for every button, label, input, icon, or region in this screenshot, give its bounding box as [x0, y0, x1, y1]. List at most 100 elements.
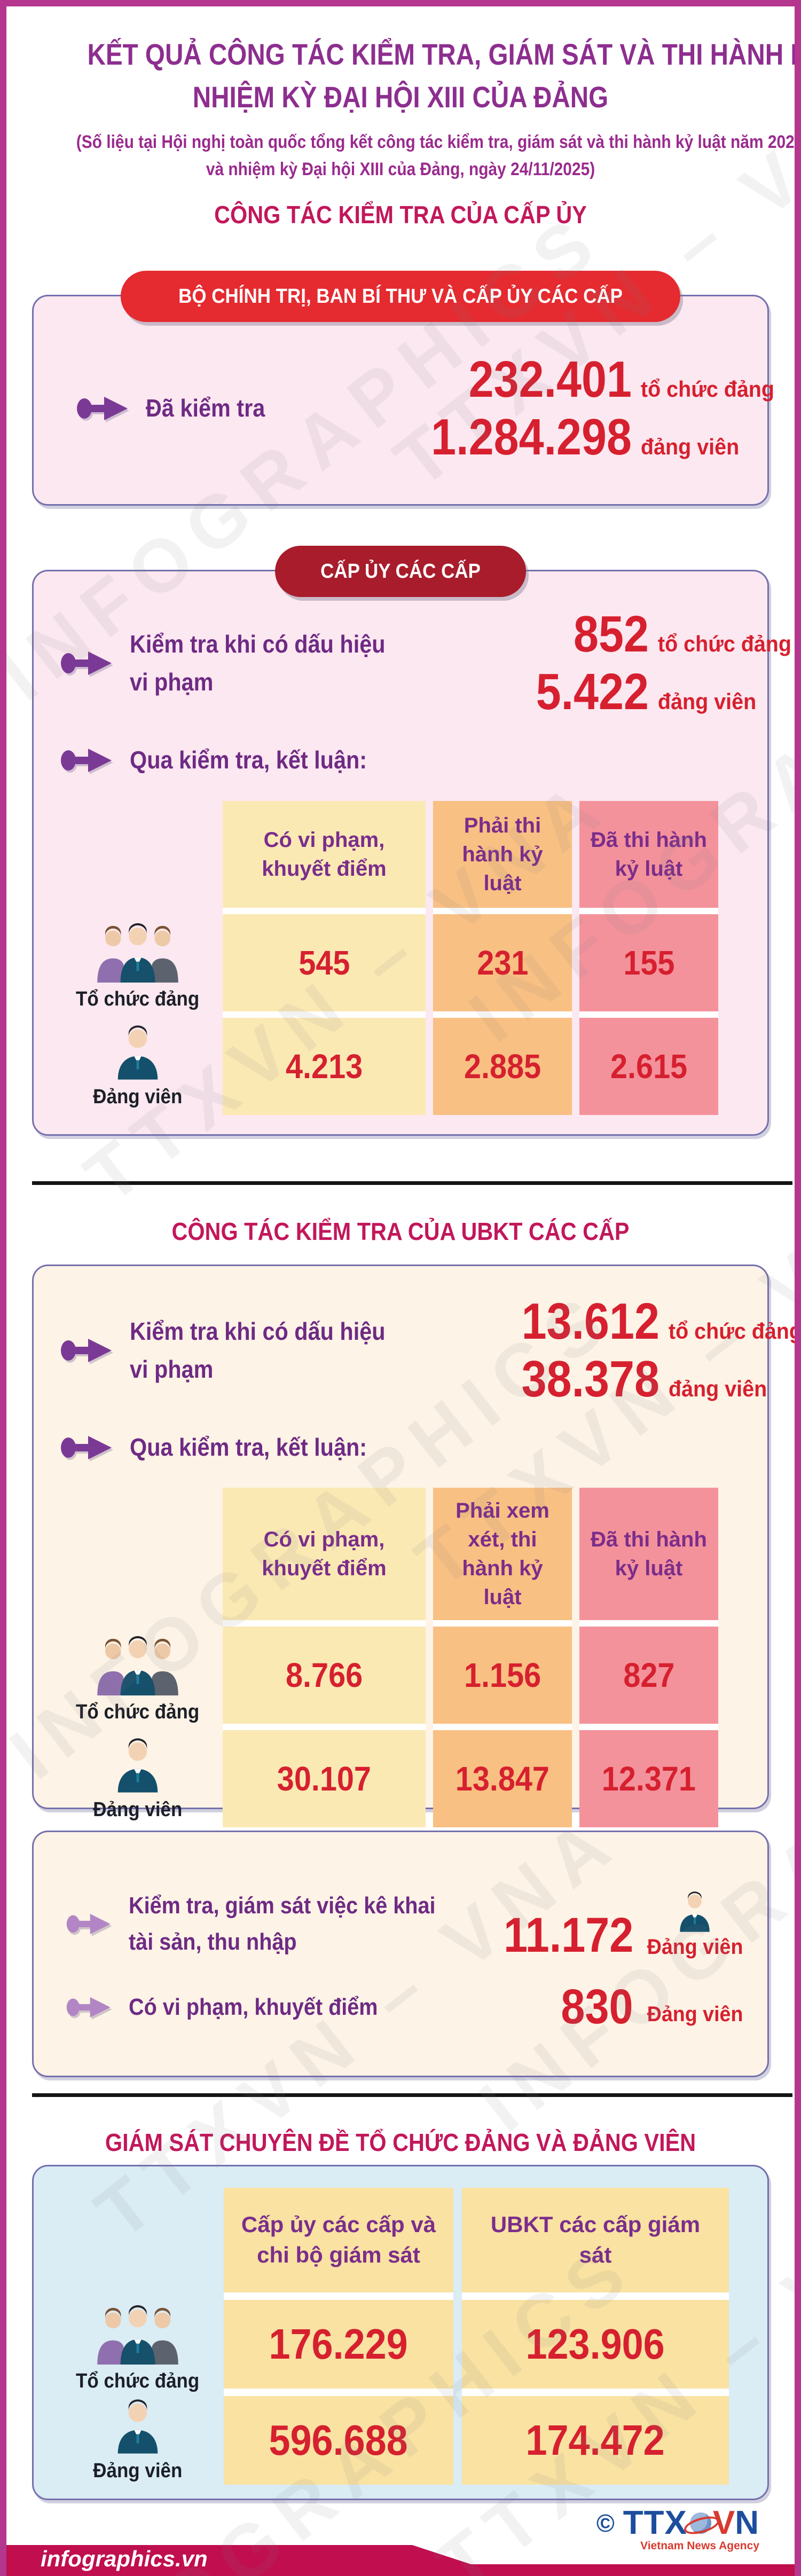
vi-pham-label: Có vi phạm, khuyết điểm [129, 1994, 378, 2021]
logo-n-text: N [735, 2504, 759, 2541]
vi-pham-stat: 830 Đảng viên [551, 1980, 746, 2035]
arrow-bullet-icon [61, 749, 112, 773]
subtitle-line1: (Số liệu tại Hội nghị toàn quốc tổng kết… [76, 131, 801, 152]
dau-hieu-label: Kiểm tra khi có dấu hiệu vi phạm [130, 630, 386, 696]
card-bo-chinh-tri: BỘ CHÍNH TRỊ, BAN BÍ THƯ VÀ CẤP ỦY CÁC C… [32, 271, 774, 506]
badge-label: CẤP ỦY CÁC CẤP [320, 560, 481, 583]
stat-to-chuc-dang: 852 tổ chức đảng [414, 606, 795, 663]
card-cap-uy: CẤP ỦY CÁC CẤP Kiểm tra khi có dấu hiệu … [32, 546, 791, 1136]
cell: 231 [433, 914, 572, 1018]
row-label-dang-vien: Đảng viên [60, 2396, 215, 2485]
dau-hieu-lead: Kiểm tra khi có dấu hiệu vi phạm [60, 625, 414, 702]
page-title-line2: NHIỆM KỲ ĐẠI HỘI XIII CỦA ĐẢNG [192, 80, 609, 114]
stat-dang-vien: 5.422 đảng viên [414, 663, 795, 721]
row-label-dang-vien: Đảng viên [60, 1018, 215, 1115]
row-label-text: Tổ chức đảng [76, 988, 200, 1011]
table-corner [60, 801, 215, 914]
col-header-co-vi-pham: Có vi phạm, khuyết điểm [223, 1488, 426, 1627]
stat-dang-vien: 1.284.298 đảng viên [354, 408, 792, 466]
col-header-phai-xem-xet: Phải xem xét, thi hành kỷ luật [433, 1488, 572, 1627]
cell: 13.847 [433, 1730, 572, 1828]
dau-hieu-row: Kiểm tra khi có dấu hiệu vi phạm 852 tổ … [60, 609, 791, 718]
stat-dang-vien: 38.378 đảng viên [414, 1350, 795, 1408]
party-member-icon [117, 1025, 158, 1080]
badge-bo-chinh-tri: BỘ CHÍNH TRỊ, BAN BÍ THƯ VÀ CẤP ỦY CÁC C… [120, 271, 681, 323]
arrow-bullet-icon [66, 1914, 111, 1935]
ke-khai-lead: Kiểm tra, giám sát việc kê khai tài sản,… [66, 1888, 469, 1960]
cell: 4.213 [223, 1017, 426, 1115]
dau-hieu-label: Kiểm tra khi có dấu hiệu vi phạm [130, 1317, 386, 1383]
stat-to-chuc-dang: 13.612 tổ chức đảng [414, 1292, 801, 1350]
stat-value: 1.284.298 [431, 408, 632, 466]
subtitle-line2: và nhiệm kỳ Đại hội XIII của Đảng, ngày … [206, 159, 595, 179]
col-header-ubkt-giam-sat: UBKT các cấp giám sát [462, 2187, 729, 2300]
cell: 174.472 [462, 2396, 729, 2485]
card-giam-sat: Cấp ủy các cấp và chi bộ giám sát UBKT c… [32, 2164, 769, 2500]
dau-hieu-row: Kiểm tra khi có dấu hiệu vi phạm 13.612 … [60, 1295, 795, 1405]
col-header-da-thi-hanh: Đã thi hành kỷ luật [579, 1488, 718, 1627]
cell: 8.766 [223, 1627, 426, 1731]
stat-unit: tổ chức đảng [640, 376, 775, 402]
stat-value: 13.612 [521, 1292, 659, 1350]
party-org-icon [97, 2305, 178, 2365]
row-label-to-chuc-dang: Tổ chức đảng [60, 914, 215, 1018]
da-kiem-tra-row: Đã kiểm tra [76, 389, 354, 427]
party-org-icon [97, 923, 178, 983]
footer-site-label: infographics.vn [41, 2546, 208, 2571]
stat-value: 11.172 [503, 1908, 633, 1963]
capuy-results-table: Có vi phạm, khuyết điểm Phải thi hành kỷ… [60, 800, 746, 1115]
stat-value: 852 [573, 606, 649, 663]
cell: 545 [223, 914, 426, 1018]
logo-ttx-text: TTX [623, 2504, 687, 2541]
stat-unit-group: Đảng viên [644, 1889, 746, 1959]
cell: 155 [579, 914, 718, 1018]
card-ke-khai: Kiểm tra, giám sát việc kê khai tài sản,… [32, 1830, 769, 2077]
section-title-ubkt: CÔNG TÁC KIỂM TRA CỦA UBKT CÁC CẤP [171, 1218, 630, 1246]
stat-unit: Đảng viên [647, 2002, 743, 2026]
capuy-stats: 852 tổ chức đảng 5.422 đảng viên [414, 606, 795, 721]
agency-logo-line: © TTX V N [596, 2504, 759, 2542]
party-member-icon [117, 1738, 158, 1793]
vi-pham-row: Có vi phạm, khuyết điểm 830 Đảng viên [66, 1980, 746, 2035]
section-title-giam-sat: GIÁM SÁT CHUYÊN ĐỀ TỔ CHỨC ĐẢNG VÀ ĐẢNG … [105, 2128, 696, 2156]
da-kiem-tra-label: Đã kiểm tra [146, 394, 265, 422]
ubkt-stats: 13.612 tổ chức đảng 38.378 đảng viên [414, 1292, 801, 1408]
qua-kiem-tra-row: Qua kiểm tra, kết luận: [60, 741, 746, 779]
stat-value: 5.422 [536, 663, 649, 721]
col-header-cap-uy-giam-sat: Cấp ủy các cấp và chi bộ giám sát [224, 2187, 453, 2300]
stat-unit: đảng viên [657, 689, 756, 714]
stat-unit: đảng viên [668, 1376, 767, 1401]
cell: 1.156 [433, 1627, 572, 1731]
col-header-phai-thi-hanh: Phải thi hành kỷ luật [433, 800, 572, 914]
arrow-bullet-icon [77, 396, 128, 420]
stat-value: 232.401 [468, 350, 632, 408]
row-label-dang-vien: Đảng viên [60, 1730, 215, 1827]
section-title-cap-uy: CÔNG TÁC KIỂM TRA CỦA CẤP ỦY [214, 200, 587, 229]
qua-kiem-tra-label: Qua kiểm tra, kết luận: [130, 1433, 367, 1461]
cell: 596.688 [224, 2396, 453, 2485]
cell: 123.906 [462, 2299, 729, 2396]
ke-khai-row: Kiểm tra, giám sát việc kê khai tài sản,… [66, 1888, 746, 1960]
stat-value: 830 [561, 1980, 633, 2035]
stat-value: 38.378 [521, 1350, 659, 1408]
cell: 30.107 [223, 1730, 426, 1828]
stat-unit: tổ chức đảng [657, 631, 791, 657]
stat-unit: tổ chức đảng [668, 1318, 801, 1344]
page-title-line1: KẾT QUẢ CÔNG TÁC KIỂM TRA, GIÁM SÁT VÀ T… [87, 37, 795, 71]
row-label-to-chuc-dang: Tổ chức đảng [60, 2300, 215, 2396]
card-ubkt: Kiểm tra khi có dấu hiệu vi phạm 13.612 … [32, 1264, 795, 1828]
cell: 12.371 [579, 1730, 718, 1828]
ke-khai-stat: 11.172 Đảng viên [486, 1889, 746, 1963]
arrow-bullet-icon [66, 1997, 111, 2018]
section-divider [32, 1181, 792, 1185]
row-label-to-chuc-dang: Tổ chức đảng [60, 1627, 215, 1730]
giam-sat-table: Cấp ủy các cấp và chi bộ giám sát UBKT c… [60, 2187, 746, 2485]
globe-icon [688, 2511, 713, 2535]
arrow-bullet-icon [61, 1338, 112, 1362]
party-member-icon [680, 1891, 710, 1932]
vi-pham-lead: Có vi phạm, khuyết điểm [66, 1989, 405, 2025]
table-corner [60, 2188, 215, 2300]
qua-kiem-tra-row: Qua kiểm tra, kết luận: [60, 1428, 746, 1466]
row-label-text: Đảng viên [93, 1798, 183, 1821]
